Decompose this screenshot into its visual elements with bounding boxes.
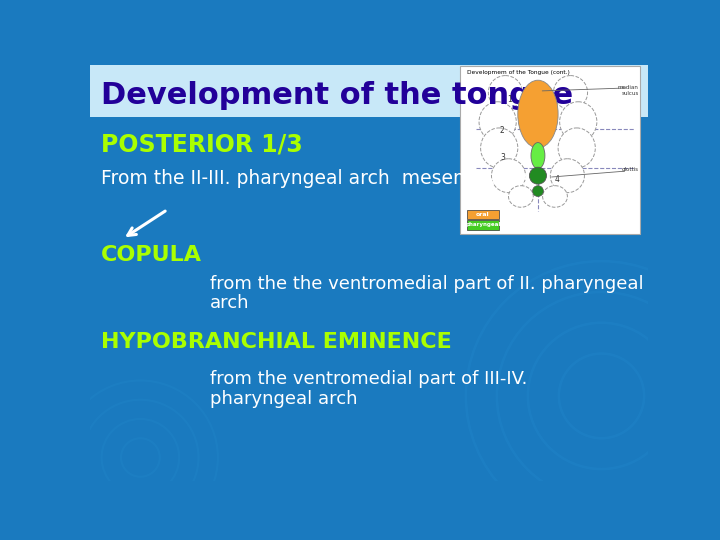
Ellipse shape [559, 102, 597, 142]
Text: POSTERIOR 1/3: POSTERIOR 1/3 [101, 133, 302, 157]
Ellipse shape [543, 186, 567, 207]
Ellipse shape [508, 186, 534, 207]
Text: 4: 4 [555, 175, 560, 184]
Ellipse shape [531, 143, 545, 168]
Text: arch: arch [210, 294, 250, 312]
Text: 2: 2 [499, 126, 504, 134]
Ellipse shape [492, 159, 526, 193]
Text: COPULA: COPULA [101, 245, 202, 265]
Bar [461, 66, 640, 234]
Bar [467, 210, 499, 219]
Text: From the II-III. pharyngeal arch  mesenchyme.: From the II-III. pharyngeal arch mesench… [101, 169, 534, 188]
Text: pharyngeal: pharyngeal [465, 222, 500, 227]
Text: 1: 1 [507, 94, 512, 104]
Text: HYPOBRANCHIAL EMINENCE: HYPOBRANCHIAL EMINENCE [101, 332, 451, 352]
Text: Development of the tongue: Development of the tongue [101, 81, 573, 110]
Ellipse shape [480, 128, 518, 168]
Ellipse shape [488, 76, 523, 110]
Text: from the ventromedial part of III-IV.: from the ventromedial part of III-IV. [210, 370, 528, 388]
Text: glottis: glottis [621, 167, 639, 172]
Ellipse shape [518, 80, 558, 148]
Ellipse shape [550, 159, 585, 193]
Ellipse shape [558, 128, 595, 168]
Text: Developmem of the Tongue (cont.): Developmem of the Tongue (cont.) [467, 70, 570, 75]
Ellipse shape [479, 102, 516, 142]
Text: oral: oral [476, 212, 490, 217]
Text: from the the ventromedial part of II. pharyngeal: from the the ventromedial part of II. ph… [210, 275, 644, 293]
Bar [90, 65, 648, 117]
Text: median
sulcus: median sulcus [618, 85, 639, 96]
Text: 3: 3 [500, 153, 505, 163]
Ellipse shape [533, 186, 544, 197]
Ellipse shape [554, 76, 588, 110]
Text: pharyngeal arch: pharyngeal arch [210, 389, 358, 408]
Ellipse shape [529, 167, 546, 184]
Bar [467, 220, 499, 230]
